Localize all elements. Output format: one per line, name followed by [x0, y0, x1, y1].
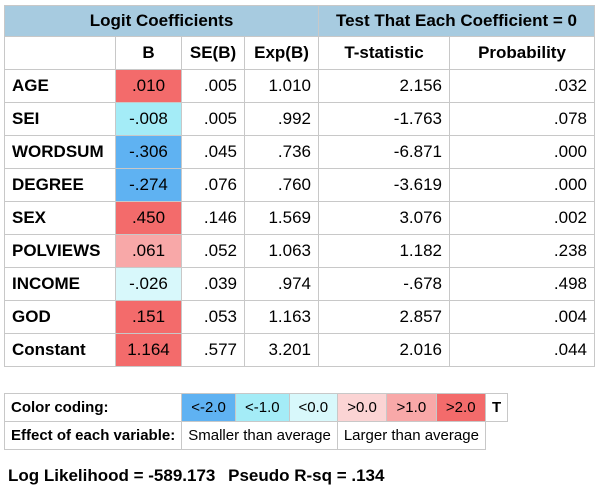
probability: .032: [449, 69, 595, 103]
coefficient-b: -.306: [115, 135, 182, 169]
table-row: SEI -.008.005.992 -1.763.078: [4, 102, 595, 136]
variable-name: DEGREE: [4, 168, 116, 202]
variable-name: SEI: [4, 102, 116, 136]
coefficient-b: .061: [115, 234, 182, 268]
table-row: GOD .151.053 1.163 2.857.004: [4, 300, 595, 334]
exp-b: 1.063: [244, 234, 319, 268]
standard-error: .039: [181, 267, 245, 301]
probability: .000: [449, 168, 595, 202]
column-header-blank: [4, 36, 116, 70]
effect-larger: Larger than average: [336, 421, 486, 450]
exp-b: .736: [244, 135, 319, 169]
test-coefficient-header: Test That Each Coefficient = 0: [318, 5, 595, 37]
coefficients-table: Logit Coefficients Test That Each Coeffi…: [4, 5, 595, 367]
legend-swatch-lt-minus-1: <-1.0: [234, 393, 290, 422]
table-row: Constant 1.164.577 3.201 2.016.044: [4, 333, 595, 367]
pseudo-r-squared: Pseudo R-sq = .134: [228, 466, 385, 485]
variable-name: GOD: [4, 300, 116, 334]
probability: .238: [449, 234, 595, 268]
coefficient-b: -.026: [115, 267, 182, 301]
probability: .004: [449, 300, 595, 334]
t-statistic: -1.763: [318, 102, 450, 136]
variable-name: AGE: [4, 69, 116, 103]
column-header-exp: Exp(B): [244, 36, 319, 70]
t-statistic: -6.871: [318, 135, 450, 169]
t-statistic: 1.182: [318, 234, 450, 268]
coefficient-b: -.274: [115, 168, 182, 202]
standard-error: .053: [181, 300, 245, 334]
exp-b: .974: [244, 267, 319, 301]
variable-name: SEX: [4, 201, 116, 235]
legend-t-marker: T: [484, 393, 509, 422]
effect-label: Effect of each variable:: [3, 421, 183, 450]
legend-swatch-gt-1: >1.0: [386, 393, 437, 422]
column-header-row: B SE(B) Exp(B) T-statistic Probability: [4, 36, 595, 70]
column-header-t-statistic: T-statistic: [318, 36, 450, 70]
coefficient-b: 1.164: [115, 333, 182, 367]
legend-color-row: Color coding: <-2.0 <-1.0 <0.0 >0.0 >1.0…: [3, 393, 509, 422]
probability: .044: [449, 333, 595, 367]
standard-error: .146: [181, 201, 245, 235]
exp-b: 3.201: [244, 333, 319, 367]
exp-b: 1.010: [244, 69, 319, 103]
probability: .002: [449, 201, 595, 235]
legend-swatch-gt-2: >2.0: [435, 393, 486, 422]
t-statistic: 3.076: [318, 201, 450, 235]
column-header-probability: Probability: [449, 36, 595, 70]
group-header-row: Logit Coefficients Test That Each Coeffi…: [4, 5, 595, 37]
variable-name: INCOME: [4, 267, 116, 301]
probability: .078: [449, 102, 595, 136]
color-legend: Color coding: <-2.0 <-1.0 <0.0 >0.0 >1.0…: [3, 393, 509, 450]
model-fit-footer: Log Likelihood = -589.173 Pseudo R-sq = …: [8, 466, 392, 486]
legend-swatch-lt-0: <0.0: [288, 393, 338, 422]
standard-error: .076: [181, 168, 245, 202]
probability: .498: [449, 267, 595, 301]
table-row: INCOME -.026.039.974 -.678.498: [4, 267, 595, 301]
table-row: AGE .010.005 1.010 2.156.032: [4, 69, 595, 103]
t-statistic: 2.857: [318, 300, 450, 334]
t-statistic: 2.016: [318, 333, 450, 367]
color-coding-label: Color coding:: [3, 393, 183, 422]
exp-b: 1.569: [244, 201, 319, 235]
exp-b: .760: [244, 168, 319, 202]
column-header-se: SE(B): [181, 36, 245, 70]
variable-name: POLVIEWS: [4, 234, 116, 268]
standard-error: .045: [181, 135, 245, 169]
exp-b: 1.163: [244, 300, 319, 334]
legend-effect-row: Effect of each variable: Smaller than av…: [3, 421, 508, 450]
legend-swatch-gt-0: >0.0: [336, 393, 388, 422]
coefficient-b: -.008: [115, 102, 182, 136]
log-likelihood: Log Likelihood = -589.173: [8, 466, 216, 485]
standard-error: .577: [181, 333, 245, 367]
legend-swatch-lt-minus-2: <-2.0: [181, 393, 236, 422]
table-row: DEGREE -.274.076.760 -3.619.000: [4, 168, 595, 202]
coefficients-body: AGE .010.005 1.010 2.156.032 SEI -.008.005.99…: [4, 69, 595, 367]
column-header-b: B: [115, 36, 182, 70]
standard-error: .052: [181, 234, 245, 268]
effect-smaller: Smaller than average: [181, 421, 338, 450]
standard-error: .005: [181, 69, 245, 103]
t-statistic: -3.619: [318, 168, 450, 202]
table-row: WORDSUM -.306.045.736 -6.871.000: [4, 135, 595, 169]
logit-coefficients-header: Logit Coefficients: [4, 5, 319, 37]
coefficient-b: .010: [115, 69, 182, 103]
coefficient-b: .151: [115, 300, 182, 334]
t-statistic: -.678: [318, 267, 450, 301]
t-statistic: 2.156: [318, 69, 450, 103]
standard-error: .005: [181, 102, 245, 136]
variable-name: Constant: [4, 333, 116, 367]
coefficient-b: .450: [115, 201, 182, 235]
variable-name: WORDSUM: [4, 135, 116, 169]
table-row: SEX .450.146 1.569 3.076.002: [4, 201, 595, 235]
probability: .000: [449, 135, 595, 169]
table-row: POLVIEWS .061.052 1.063 1.182.238: [4, 234, 595, 268]
exp-b: .992: [244, 102, 319, 136]
